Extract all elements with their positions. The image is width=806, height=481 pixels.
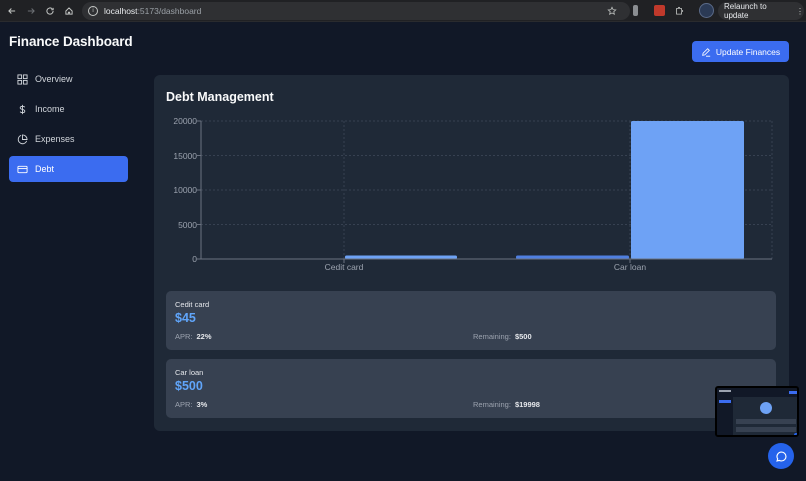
debt-bar-chart: 20000 15000 10000 5000 0 Cedit card Car … (154, 75, 789, 285)
apr-label: APR: (175, 400, 193, 409)
pencil-icon (701, 47, 711, 57)
section-title: Debt Management (166, 90, 274, 104)
debt-remaining: Remaining: $500 (473, 332, 532, 341)
extensions-puzzle-icon[interactable] (671, 3, 687, 19)
url-host: localhost (104, 6, 138, 16)
relaunch-button[interactable]: Relaunch to update ⋮ (718, 2, 804, 20)
apr-value: 22% (196, 332, 212, 341)
y-tick: 0 (192, 254, 197, 264)
browser-toolbar: i localhost:5173/dashboard Relaunch to u… (0, 0, 806, 22)
credit-card-icon (17, 165, 28, 173)
bar-credit-card-remaining (345, 255, 457, 259)
sidebar-item-label: Expenses (35, 134, 75, 144)
extension-icon[interactable] (633, 5, 638, 16)
sidebar-item-overview[interactable]: Overview (9, 66, 128, 92)
chat-bubble-icon (775, 450, 787, 462)
sidebar-item-debt[interactable]: Debt (9, 156, 128, 182)
sidebar-item-expenses[interactable]: Expenses (9, 126, 128, 152)
debt-name: Cedit card (175, 300, 210, 309)
more-menu-icon[interactable]: ⋮ (796, 6, 804, 16)
bookmark-star-icon[interactable] (604, 3, 620, 19)
remaining-value: $500 (514, 332, 532, 341)
pie-chart-icon (17, 133, 28, 144)
extension-red-icon[interactable] (654, 5, 665, 16)
apr-value: 3% (196, 400, 208, 409)
sidebar-item-label: Overview (35, 74, 73, 84)
debt-remaining: Remaining: $19998 (473, 400, 540, 409)
dollar-icon (19, 104, 26, 114)
y-tick: 15000 (173, 150, 197, 161)
grid-icon (17, 73, 28, 85)
debt-amount: $45 (175, 311, 196, 325)
update-finances-label: Update Finances (715, 46, 781, 57)
y-tick: 20000 (173, 116, 197, 126)
sidebar-item-label: Income (35, 104, 65, 114)
address-bar[interactable]: i localhost:5173/dashboard (82, 2, 630, 20)
chart-axes (197, 120, 772, 263)
debt-management-card: Debt Management (154, 75, 789, 431)
chat-button[interactable] (768, 443, 794, 469)
remaining-label: Remaining: (473, 332, 511, 341)
remaining-label: Remaining: (473, 400, 511, 409)
sidebar-item-income[interactable]: Income (9, 96, 128, 122)
remaining-value: $19998 (514, 400, 540, 409)
home-icon[interactable] (61, 3, 77, 19)
chart-gridlines (201, 120, 773, 259)
back-icon[interactable] (4, 3, 20, 19)
x-tick: Car loan (613, 262, 647, 272)
relaunch-label: Relaunch to update (724, 2, 767, 20)
debt-amount: $500 (175, 379, 203, 393)
preview-image (717, 388, 797, 435)
debt-item: Cedit card $45 APR: 22% Remaining: $500 (166, 291, 776, 350)
debt-item: Car loan $500 APR: 3% Remaining: $19998 (166, 359, 776, 418)
x-tick: Cedit card (324, 262, 364, 272)
app-title: Finance Dashboard (9, 34, 133, 49)
debt-name: Car loan (175, 368, 204, 377)
debt-apr: APR: 3% (175, 400, 207, 409)
reload-icon[interactable] (42, 3, 58, 19)
y-tick: 5000 (178, 219, 197, 230)
chart-plot (197, 120, 773, 263)
update-finances-button[interactable]: Update Finances (692, 41, 789, 62)
sidebar-item-label: Debt (35, 164, 55, 174)
debt-apr: APR: 22% (175, 332, 212, 341)
apr-label: APR: (175, 332, 193, 341)
url-path: :5173/dashboard (137, 6, 202, 16)
forward-icon[interactable] (23, 3, 39, 19)
y-tick: 10000 (173, 185, 197, 195)
bar-car-loan-remaining (631, 121, 744, 259)
profile-avatar[interactable] (699, 3, 714, 18)
chart-bars (231, 121, 744, 259)
bar-car-loan-amount (516, 255, 629, 259)
screen-preview-thumbnail[interactable] (715, 386, 799, 437)
site-info-icon[interactable]: i (88, 6, 98, 16)
